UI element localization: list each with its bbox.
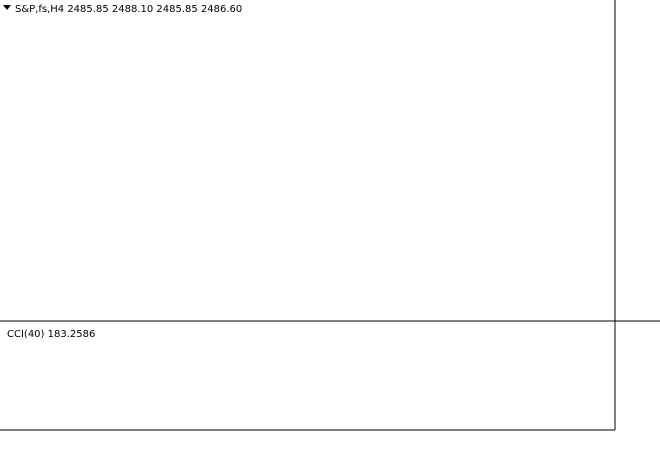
menu-triangle bbox=[3, 5, 11, 10]
chart-title: S&P,fs,H4 2485.85 2488.10 2485.85 2486.6… bbox=[15, 4, 242, 15]
indicator-title: CCI(40) 183.2586 bbox=[7, 329, 95, 340]
